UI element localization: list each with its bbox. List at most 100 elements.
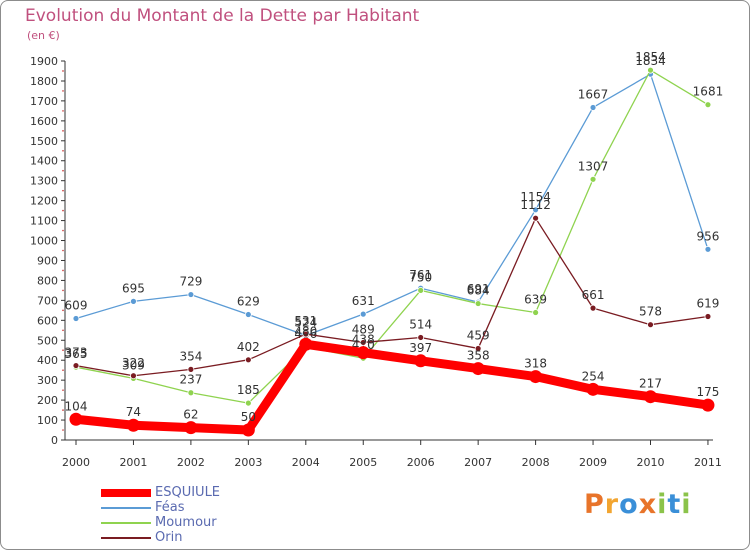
x-tick-label: 2004 bbox=[292, 456, 320, 469]
data-point bbox=[72, 315, 80, 322]
data-point bbox=[704, 313, 712, 320]
data-point bbox=[586, 382, 600, 396]
data-point bbox=[72, 362, 80, 369]
y-minor-tick bbox=[62, 149, 64, 152]
y-tick-label: 1800 bbox=[30, 75, 58, 88]
data-point bbox=[359, 339, 367, 346]
data-point bbox=[414, 354, 428, 368]
data-point bbox=[529, 370, 543, 384]
y-minor-tick bbox=[62, 189, 64, 192]
data-label: 322 bbox=[122, 356, 145, 370]
legend-label: Féas bbox=[155, 500, 185, 515]
x-tick-label: 2008 bbox=[522, 456, 550, 469]
data-label: 729 bbox=[179, 275, 202, 289]
series-line-moumour bbox=[75, 69, 709, 404]
legend-swatch bbox=[101, 489, 151, 497]
data-point bbox=[299, 337, 313, 351]
data-point bbox=[474, 300, 482, 307]
series-line-esquiule bbox=[71, 339, 713, 435]
y-tick-label: 1100 bbox=[30, 215, 58, 228]
data-label: 373 bbox=[65, 346, 88, 360]
y-minor-tick bbox=[62, 289, 64, 292]
y-minor-tick bbox=[62, 269, 64, 272]
x-tick-label: 2007 bbox=[464, 456, 492, 469]
data-point bbox=[532, 214, 539, 222]
y-minor-tick bbox=[62, 389, 64, 391]
data-point bbox=[701, 398, 715, 412]
data-label: 438 bbox=[352, 333, 375, 347]
x-tick-label: 2003 bbox=[234, 456, 262, 469]
data-label: 531 bbox=[294, 314, 317, 328]
data-point bbox=[187, 291, 195, 298]
data-label: 691 bbox=[467, 282, 490, 296]
y-minor-tick bbox=[62, 369, 64, 371]
data-label: 619 bbox=[696, 297, 719, 311]
data-point bbox=[647, 321, 654, 329]
series-line-orin bbox=[75, 217, 709, 377]
data-label: 1667 bbox=[578, 87, 609, 101]
data-label: 358 bbox=[467, 349, 490, 363]
data-label: 684 bbox=[467, 284, 490, 298]
data-point bbox=[589, 175, 597, 183]
x-tick-label: 2002 bbox=[177, 456, 205, 469]
data-point bbox=[244, 399, 252, 407]
data-point bbox=[704, 245, 712, 253]
data-point bbox=[474, 345, 482, 352]
data-label: 397 bbox=[409, 341, 432, 355]
data-label: 185 bbox=[237, 383, 260, 397]
data-label: 318 bbox=[524, 357, 547, 371]
data-label: 695 bbox=[122, 281, 145, 295]
data-label: 217 bbox=[639, 377, 662, 391]
y-minor-tick bbox=[62, 249, 64, 252]
y-tick-label: 600 bbox=[37, 314, 58, 327]
data-label: 1681 bbox=[693, 85, 724, 99]
data-label: 309 bbox=[122, 358, 145, 372]
data-point bbox=[130, 372, 137, 380]
y-minor-tick bbox=[62, 329, 64, 332]
y-tick-label: 1500 bbox=[30, 135, 58, 148]
data-label: 524 bbox=[294, 315, 317, 329]
y-minor-tick bbox=[62, 309, 64, 312]
logo-letter: x bbox=[638, 489, 658, 520]
data-label: 609 bbox=[65, 299, 88, 313]
y-tick-label: 400 bbox=[37, 354, 58, 367]
data-label: 956 bbox=[696, 229, 719, 243]
y-minor-tick bbox=[62, 70, 64, 72]
data-point bbox=[532, 206, 539, 214]
chart-subtitle: (en €) bbox=[27, 29, 60, 42]
y-minor-tick bbox=[62, 349, 64, 352]
y-tick-label: 900 bbox=[37, 254, 58, 267]
data-point bbox=[589, 304, 597, 312]
data-label: 365 bbox=[65, 347, 88, 361]
data-point bbox=[126, 418, 140, 432]
y-minor-tick bbox=[62, 90, 64, 92]
data-label: 459 bbox=[467, 328, 490, 342]
y-tick-label: 200 bbox=[37, 394, 58, 407]
legend-label: Orin bbox=[155, 530, 183, 545]
data-label: 50 bbox=[241, 410, 256, 424]
y-tick-label: 1300 bbox=[30, 175, 58, 188]
data-label: 402 bbox=[237, 340, 260, 354]
data-label: 1307 bbox=[578, 159, 609, 173]
y-minor-tick bbox=[62, 409, 64, 411]
y-tick-label: 300 bbox=[37, 374, 58, 387]
chart-title: Evolution du Montant de la Dette par Hab… bbox=[25, 6, 420, 26]
data-label: 74 bbox=[126, 405, 141, 419]
logo-letter: P bbox=[584, 489, 605, 520]
x-tick-label: 2009 bbox=[579, 456, 607, 469]
y-tick-label: 1700 bbox=[30, 95, 58, 108]
data-label: 639 bbox=[524, 293, 547, 307]
y-tick-label: 1200 bbox=[30, 195, 58, 208]
data-label: 62 bbox=[183, 408, 198, 422]
data-point bbox=[704, 101, 712, 109]
data-label: 1112 bbox=[520, 198, 551, 212]
data-label: 1154 bbox=[520, 190, 551, 204]
y-tick-label: 100 bbox=[37, 414, 58, 427]
data-label: 175 bbox=[696, 385, 719, 399]
legend-swatch bbox=[101, 507, 151, 509]
data-point bbox=[589, 104, 597, 111]
data-point bbox=[532, 309, 539, 316]
data-label: 237 bbox=[179, 373, 202, 387]
y-minor-tick bbox=[62, 209, 64, 212]
data-label: 254 bbox=[582, 369, 605, 383]
